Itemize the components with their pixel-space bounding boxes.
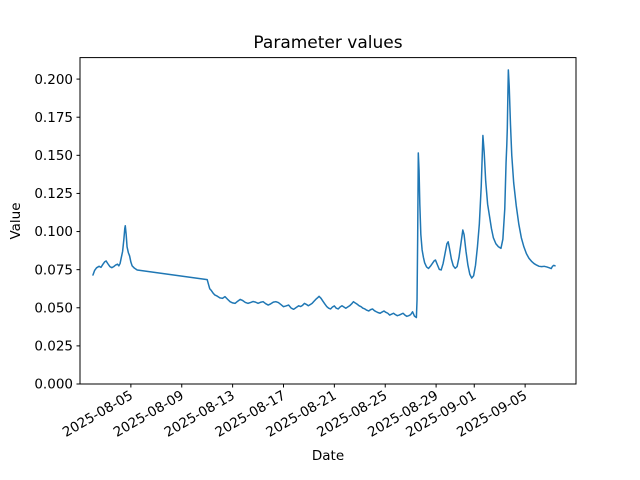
y-tick-label: 0.175 <box>34 110 73 126</box>
y-tick-label: 0.050 <box>34 300 73 316</box>
y-tick-label: 0.000 <box>34 377 73 393</box>
x-axis-label: Date <box>311 448 345 464</box>
axes-frame <box>79 57 577 385</box>
y-tick-label: 0.200 <box>34 72 73 88</box>
y-tick-label: 0.125 <box>34 186 73 202</box>
data-line <box>92 69 556 319</box>
y-tick-label: 0.150 <box>34 148 73 164</box>
y-tick-label: 0.075 <box>34 262 73 278</box>
y-tick-label: 0.100 <box>34 224 73 240</box>
chart-title: Parameter values <box>253 33 403 53</box>
y-axis-label: Value <box>8 202 24 240</box>
y-tick-label: 0.025 <box>34 339 73 355</box>
